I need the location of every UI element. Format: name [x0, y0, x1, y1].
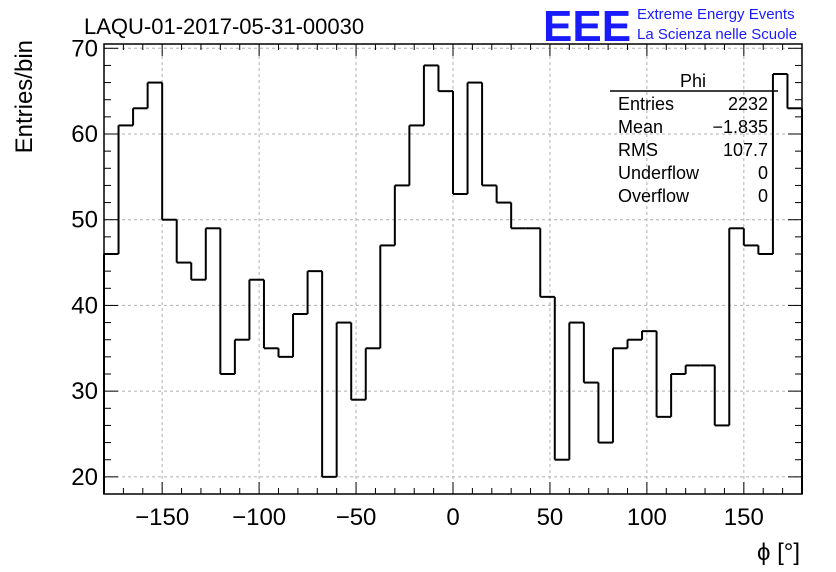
x-tick-label: −50 — [336, 504, 377, 531]
stats-label-mean: Mean — [618, 117, 663, 137]
y-tick-label: 50 — [71, 207, 98, 234]
y-tick-label: 60 — [71, 121, 98, 148]
stats-box: Phi Entries 2232 Mean −1.835 RMS 107.7 U… — [610, 71, 778, 206]
stats-label-entries: Entries — [618, 94, 674, 114]
logo-mark: EEE — [543, 2, 631, 51]
x-tick-label: −150 — [135, 504, 189, 531]
stats-title: Phi — [680, 71, 706, 91]
y-tick-label: 70 — [71, 35, 98, 62]
stats-value-overflow: 0 — [758, 186, 768, 206]
y-tick-label: 20 — [71, 464, 98, 491]
x-tick-label: 0 — [446, 504, 459, 531]
x-axis-label: ϕ [°] — [757, 539, 800, 566]
logo-line-2: La Scienza nelle Scuole — [637, 26, 797, 43]
chart-title: LAQU-01-2017-05-31-00030 — [84, 14, 364, 39]
stats-label-rms: RMS — [618, 140, 658, 160]
stats-value-entries: 2232 — [728, 94, 768, 114]
axis-ticks — [104, 44, 802, 494]
y-axis-label: Entries/bin — [11, 40, 38, 153]
eee-logo: EEE Extreme Energy Events La Scienza nel… — [543, 2, 797, 51]
logo-line-1: Extreme Energy Events — [637, 6, 795, 23]
stats-value-rms: 107.7 — [723, 140, 768, 160]
tick-labels: −150 −100 −50 0 50 100 150 20 30 40 50 60 70 — [71, 35, 764, 531]
stats-label-underflow: Underflow — [618, 163, 700, 183]
y-tick-label: 40 — [71, 292, 98, 319]
y-tick-label: 30 — [71, 378, 98, 405]
stats-value-mean: −1.835 — [712, 117, 768, 137]
x-tick-label: 100 — [627, 504, 667, 531]
stats-value-underflow: 0 — [758, 163, 768, 183]
x-tick-label: 150 — [724, 504, 764, 531]
stats-label-overflow: Overflow — [618, 186, 690, 206]
x-tick-label: 50 — [537, 504, 564, 531]
x-tick-label: −100 — [232, 504, 286, 531]
